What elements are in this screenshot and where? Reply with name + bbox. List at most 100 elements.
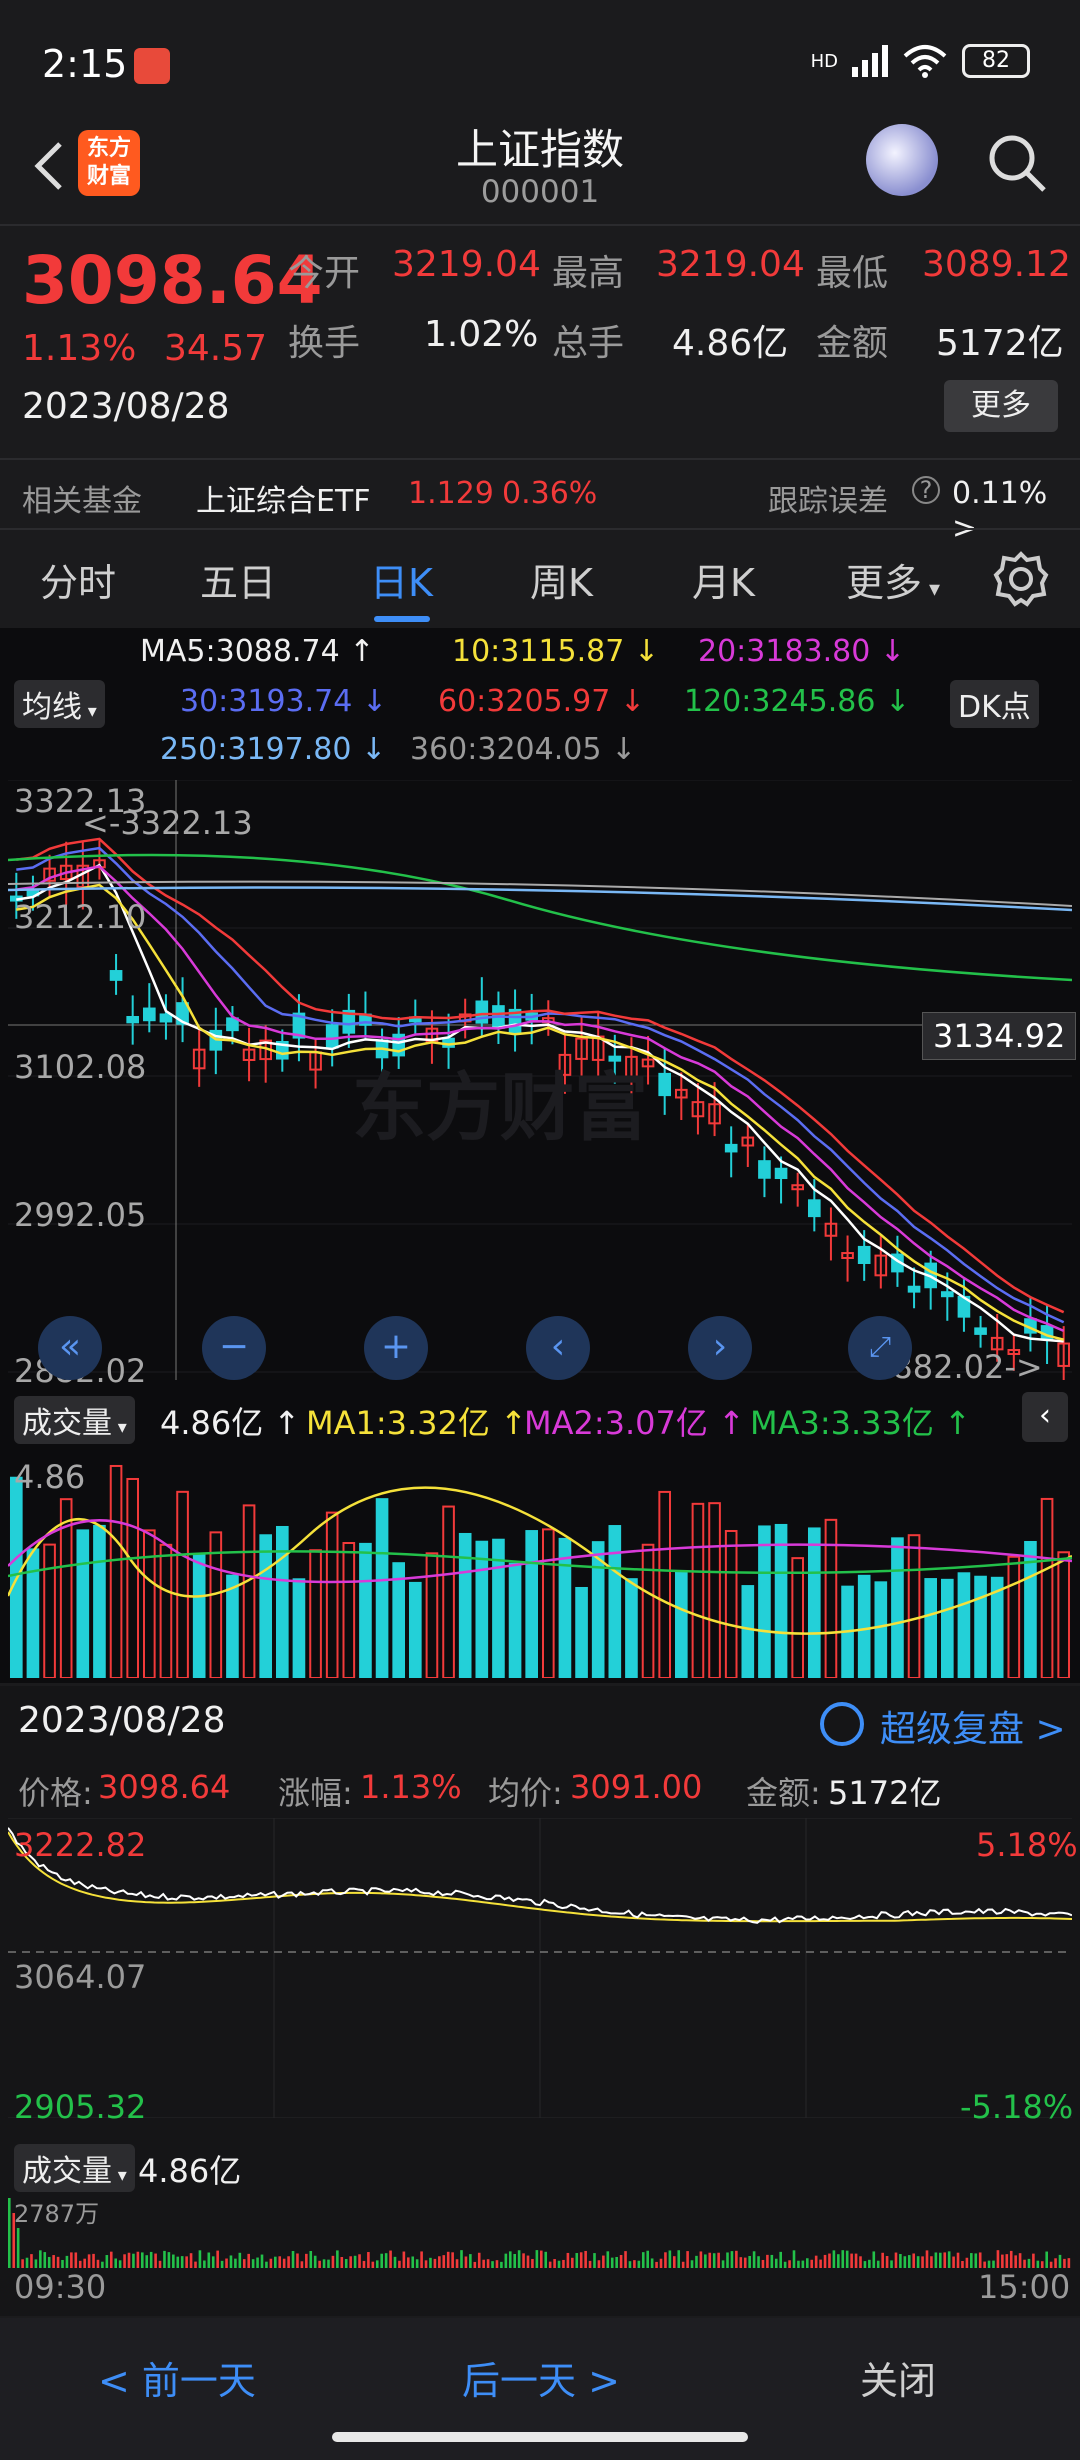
tab-daily-k[interactable]: 日K <box>370 561 433 605</box>
minute-volume-bar <box>384 2253 388 2268</box>
ma30-value: 30:3193.74 ↓ <box>180 684 388 719</box>
minute-volume-bar <box>854 2253 858 2268</box>
y-label-4: 2992.05 <box>14 1196 147 1234</box>
close-button[interactable]: 关闭 <box>860 2359 937 2403</box>
scroll-left-fast-button[interactable]: « <box>38 1316 102 1380</box>
ma5-value: MA5:3088.74 ↑ <box>140 634 375 669</box>
minute-volume-bar <box>1032 2253 1035 2268</box>
minute-volume-bar <box>207 2252 211 2268</box>
minute-volume-bar <box>907 2255 911 2268</box>
vol-ma3-line <box>8 1550 1072 1578</box>
related-fund-row[interactable]: 相关基金 上证综合ETF 1.129 0.36% 跟踪误差 ? 0.11% > <box>0 462 1080 546</box>
minute-volume-bar <box>899 2254 902 2268</box>
minute-volume-bar <box>983 2261 986 2268</box>
volume-selector-label: 成交量 <box>22 1406 112 1441</box>
fullscreen-icon[interactable]: ⤢ <box>848 1316 912 1380</box>
tab-more[interactable]: 更多 ▾ <box>846 552 940 607</box>
minute-volume-bar <box>1063 2258 1066 2268</box>
scroll-left-button[interactable]: ‹ <box>526 1316 590 1380</box>
minute-volume-bar <box>78 2260 82 2268</box>
kline-chart[interactable] <box>8 780 1072 1380</box>
candle-body <box>292 1012 306 1039</box>
minute-volume-bar <box>1014 2255 1017 2268</box>
candle-body <box>857 1245 871 1265</box>
candle-body <box>392 1033 406 1057</box>
tab-monthly-k[interactable]: 月K <box>692 561 755 605</box>
minute-volume-bar <box>473 2261 477 2268</box>
volume-bar <box>541 1528 555 1678</box>
volume-bar <box>608 1525 622 1678</box>
minute-volume-bar <box>220 2260 224 2268</box>
minute-volume-bar <box>101 2261 104 2268</box>
ma-selector[interactable]: 均线 ▾ <box>14 680 105 728</box>
minute-volume-bar <box>83 2258 86 2268</box>
minute-volume-bar <box>628 2261 632 2268</box>
robot-assistant-icon[interactable] <box>866 124 938 196</box>
candle-body <box>475 1000 489 1024</box>
gear-icon[interactable] <box>992 550 1050 608</box>
minute-volume-bar <box>65 2255 69 2268</box>
minute-volume-bar <box>442 2255 446 2268</box>
minute-volume-bar <box>797 2260 800 2268</box>
tab-weekly-k[interactable]: 周K <box>530 561 593 605</box>
prev-day-button[interactable]: < 前一天 <box>98 2359 256 2403</box>
home-indicator <box>332 2432 748 2442</box>
minute-volume-bar <box>424 2260 428 2268</box>
next-day-button[interactable]: 后一天 > <box>462 2359 620 2403</box>
candle-body <box>242 1048 256 1061</box>
minute-volume-bar <box>863 2261 867 2268</box>
volume-bar <box>674 1570 688 1678</box>
dk-point-button[interactable]: DK点 <box>950 680 1039 728</box>
kline-chart-area[interactable]: MA5:3088.74 ↑ 10:3115.87 ↓ 20:3183.80 ↓ … <box>0 628 1080 1683</box>
minute-volume-bar <box>1045 2251 1048 2268</box>
minute-volume-bar <box>438 2256 441 2268</box>
minute-volume-bar <box>371 2261 375 2268</box>
tab-minute[interactable]: 分时 <box>40 561 117 605</box>
candle-body <box>43 867 56 882</box>
zoom-out-button[interactable]: − <box>202 1316 266 1380</box>
open-value: 3219.04 <box>392 244 541 285</box>
candle-body <box>608 1055 622 1062</box>
minute-volume-bar <box>841 2250 845 2268</box>
minute-volume-bar <box>269 2258 273 2268</box>
volume-bar <box>625 1578 638 1678</box>
minute-date: 2023/08/28 <box>18 1700 226 1741</box>
minute-volume-bar <box>606 2251 610 2268</box>
y-label-3: 3102.08 <box>14 1048 147 1086</box>
help-icon[interactable]: ? <box>912 476 940 504</box>
collapse-panel-button[interactable]: ‹ <box>1022 1392 1068 1442</box>
history-replay-icon[interactable] <box>820 1702 864 1746</box>
minute-volume-bar <box>819 2259 822 2268</box>
minute-volume-bar <box>1005 2254 1009 2268</box>
minute-volume-bar <box>411 2256 415 2268</box>
minute-volume-bar <box>327 2259 330 2268</box>
search-icon[interactable] <box>984 130 1050 196</box>
volume-bar <box>392 1562 406 1678</box>
candle-body <box>841 1252 854 1260</box>
time-start: 09:30 <box>14 2268 107 2306</box>
volume-bar <box>591 1541 605 1678</box>
tab-five-day[interactable]: 五日 <box>200 561 277 605</box>
scroll-right-button[interactable]: › <box>688 1316 752 1380</box>
volume-bar <box>325 1511 339 1678</box>
minute-pct-label: 涨幅: <box>278 1774 353 1812</box>
dropdown-triangle-icon: ▾ <box>82 701 97 722</box>
minute-volume-bar <box>172 2254 175 2268</box>
minute-chart[interactable] <box>8 1818 1072 2118</box>
minute-volume-bar <box>1058 2254 1062 2268</box>
minute-volume-selector[interactable]: 成交量 ▾ <box>14 2144 135 2192</box>
minute-pct: 1.13% <box>360 1768 462 1806</box>
candle-body <box>940 1291 954 1298</box>
zoom-in-button[interactable]: + <box>364 1316 428 1380</box>
volume-selector[interactable]: 成交量 ▾ <box>14 1396 135 1444</box>
more-button[interactable]: 更多 <box>944 380 1058 432</box>
minute-volume-bar <box>996 2250 1000 2268</box>
volume-bar <box>275 1525 289 1678</box>
back-arrow-icon[interactable] <box>24 136 76 196</box>
minute-volume-bar <box>659 2258 663 2268</box>
super-replay-link[interactable]: 超级复盘 > <box>880 1709 1066 1750</box>
minute-volume-bar <box>495 2260 499 2268</box>
brand-logo[interactable]: 东方 财富 <box>78 130 140 196</box>
minute-volume-bar <box>247 2253 250 2268</box>
candle-body <box>109 970 123 981</box>
